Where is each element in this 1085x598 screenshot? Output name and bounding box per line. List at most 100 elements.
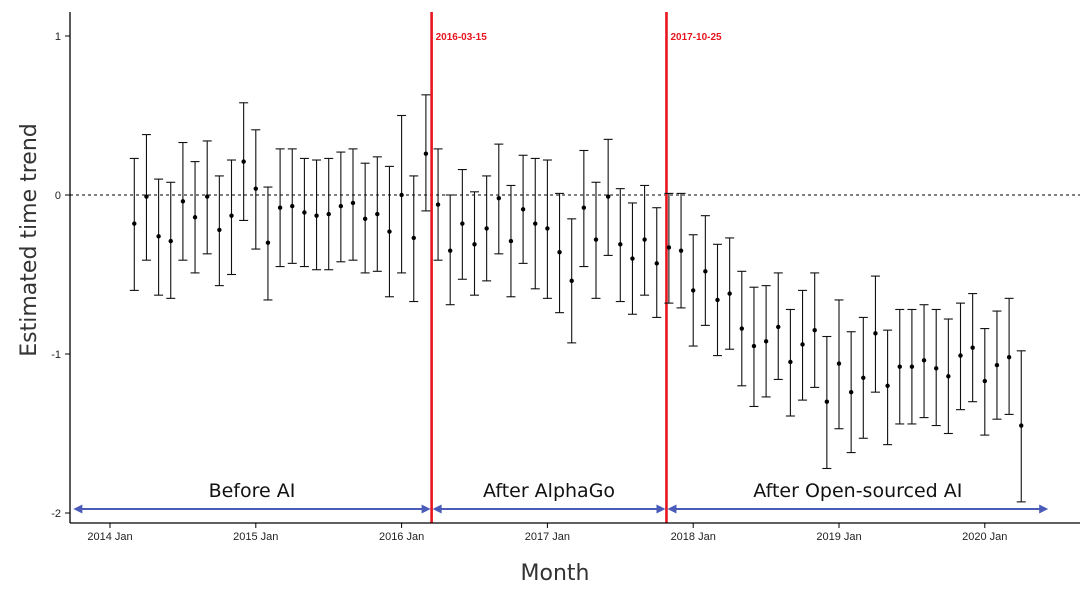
estimate-point	[314, 213, 319, 218]
estimate-point	[411, 235, 416, 241]
error-bar-point	[239, 102, 249, 221]
error-bar-point	[676, 192, 686, 309]
error-bar-point	[943, 318, 953, 435]
error-bar-point	[992, 310, 1002, 420]
estimate-point	[630, 256, 635, 261]
error-bar-point	[883, 329, 893, 446]
period-arrow: After AlphaGo	[432, 480, 666, 514]
error-bar-point	[773, 272, 783, 380]
x-tick-label: 2015 Jan	[233, 531, 278, 543]
error-bar-point	[749, 286, 759, 408]
estimate-point	[362, 216, 368, 222]
period-arrows: Before AI After AlphaGo After Open-sourced…	[73, 480, 1049, 514]
estimate-point	[703, 269, 708, 274]
error-bars	[129, 94, 1026, 503]
estimate-point	[800, 342, 805, 347]
estimate-point	[423, 151, 429, 156]
error-bar-point	[336, 151, 346, 263]
error-bar-point	[178, 141, 188, 261]
error-bar-point	[470, 191, 479, 296]
event-label: 2017-10-25	[670, 32, 722, 43]
error-bar-point	[591, 181, 601, 299]
estimate-point	[788, 359, 793, 365]
estimate-point	[715, 297, 720, 303]
x-tick-label: 2018 Jan	[671, 531, 716, 543]
error-bar-point	[530, 157, 540, 290]
estimate-point	[678, 248, 684, 253]
x-tick-label: 2020 Jan	[962, 531, 1007, 543]
estimate-point	[448, 248, 453, 253]
period-arrow: Before AI	[73, 480, 431, 514]
estimate-point	[824, 399, 830, 404]
x-ticks: 2014 Jan 2015 Jan 2016 Jan 2017 Jan 2018 Jan…	[87, 523, 1007, 543]
estimate-point	[1006, 354, 1012, 360]
estimate-point	[982, 378, 987, 384]
estimate-point	[508, 238, 514, 244]
y-tick-label: -1	[51, 349, 61, 361]
error-bar-point	[348, 148, 358, 261]
estimate-point	[484, 226, 489, 231]
error-bar-point	[251, 129, 261, 250]
error-bar-point	[372, 156, 382, 272]
estimate-point	[192, 215, 198, 220]
error-bar-point	[785, 308, 795, 417]
estimate-point	[666, 245, 672, 250]
error-bar-point	[482, 175, 492, 282]
error-bar-point	[688, 234, 698, 347]
estimate-point	[727, 291, 732, 296]
error-bar-point	[141, 134, 151, 261]
estimate-point	[290, 203, 295, 209]
error-bar-point	[907, 308, 917, 425]
estimate-point	[642, 237, 647, 242]
estimate-point	[934, 366, 939, 371]
error-bar-point	[202, 140, 212, 255]
error-bar-point	[931, 308, 941, 427]
error-bar-point	[324, 157, 334, 271]
error-bar-point	[664, 192, 674, 304]
error-bar-point	[421, 94, 431, 212]
error-bar-point	[640, 184, 650, 296]
estimate-point	[776, 324, 781, 330]
x-tick-label: 2016 Jan	[379, 531, 424, 543]
estimate-point	[350, 200, 356, 206]
error-bar-point	[858, 316, 868, 439]
x-tick-label: 2017 Jan	[525, 531, 570, 543]
period-arrow: After Open-sourced AI	[667, 480, 1049, 514]
error-bar-point	[129, 157, 139, 291]
error-bar-point	[713, 243, 722, 357]
estimate-point	[921, 358, 927, 363]
error-bar-point	[761, 285, 771, 398]
period-arrow-head-right	[656, 504, 666, 514]
estimate-point	[205, 194, 210, 199]
error-bar-point	[166, 181, 176, 299]
estimate-point	[873, 331, 878, 336]
axes	[69, 12, 1080, 524]
estimate-point	[144, 194, 149, 199]
estimate-point	[569, 278, 574, 284]
event-label: 2016-03-15	[436, 32, 488, 43]
error-bar-point	[846, 331, 856, 454]
x-axis-title: Month	[521, 561, 590, 586]
error-bar-point	[810, 272, 820, 388]
estimate-point	[229, 213, 234, 218]
y-tick-label: -2	[51, 508, 61, 520]
estimate-point	[618, 242, 623, 247]
error-bar-point	[652, 207, 662, 318]
error-bar-point	[603, 138, 613, 256]
estimate-point	[472, 242, 477, 247]
x-tick-label: 2019 Jan	[816, 531, 861, 543]
estimate-point	[302, 210, 307, 215]
estimate-point	[691, 288, 696, 293]
error-bar-point	[299, 157, 309, 268]
error-bar-point	[968, 293, 978, 403]
error-bar-point	[822, 335, 832, 470]
error-bar-point	[1016, 350, 1026, 503]
period-arrow-head-right	[421, 504, 431, 514]
estimate-point	[241, 159, 246, 164]
error-bar-point	[579, 149, 589, 268]
error-bar-point	[725, 237, 735, 350]
error-bar-point	[360, 162, 370, 274]
estimate-point	[739, 326, 744, 331]
error-bar-point	[798, 289, 808, 401]
